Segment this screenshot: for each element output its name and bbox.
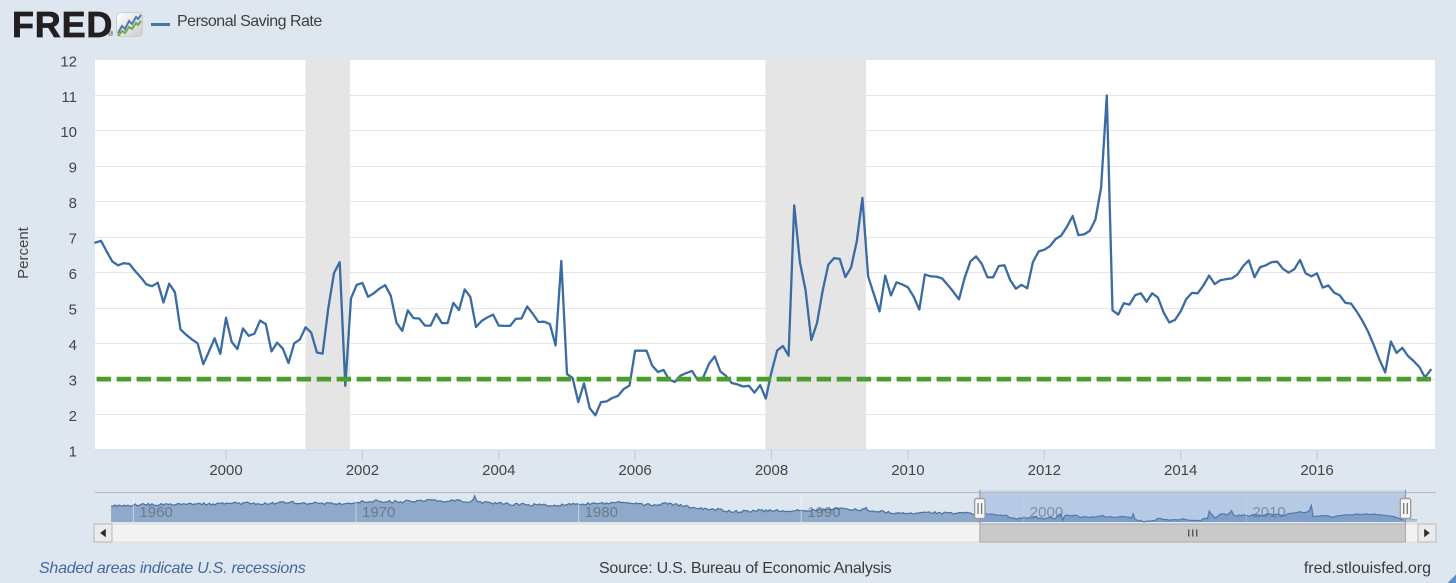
svg-text:2006: 2006	[618, 462, 651, 479]
svg-text:1990: 1990	[807, 504, 840, 521]
svg-text:1980: 1980	[585, 504, 618, 521]
svg-text:6: 6	[69, 266, 77, 283]
svg-text:2002: 2002	[346, 462, 379, 479]
svg-text:Percent: Percent	[15, 226, 32, 279]
svg-text:2010: 2010	[1252, 504, 1285, 521]
svg-text:1970: 1970	[362, 504, 395, 521]
svg-text:3: 3	[69, 372, 77, 389]
svg-text:2004: 2004	[482, 462, 515, 479]
svg-text:1: 1	[69, 443, 77, 460]
svg-text:10: 10	[60, 124, 77, 141]
svg-text:4: 4	[69, 337, 77, 354]
svg-text:12: 12	[60, 53, 77, 70]
svg-text:2: 2	[69, 408, 77, 425]
svg-text:2012: 2012	[1028, 462, 1061, 479]
svg-text:2000: 2000	[1030, 504, 1063, 521]
svg-text:2008: 2008	[755, 462, 788, 479]
svg-text:7: 7	[69, 231, 77, 248]
svg-text:11: 11	[61, 89, 77, 106]
svg-text:2010: 2010	[891, 462, 924, 479]
svg-text:2014: 2014	[1164, 462, 1197, 479]
svg-text:8: 8	[69, 195, 77, 212]
svg-text:5: 5	[69, 302, 77, 319]
svg-text:9: 9	[69, 160, 77, 177]
svg-text:2000: 2000	[209, 462, 242, 479]
svg-text:2016: 2016	[1300, 462, 1333, 479]
svg-text:1960: 1960	[139, 504, 172, 521]
